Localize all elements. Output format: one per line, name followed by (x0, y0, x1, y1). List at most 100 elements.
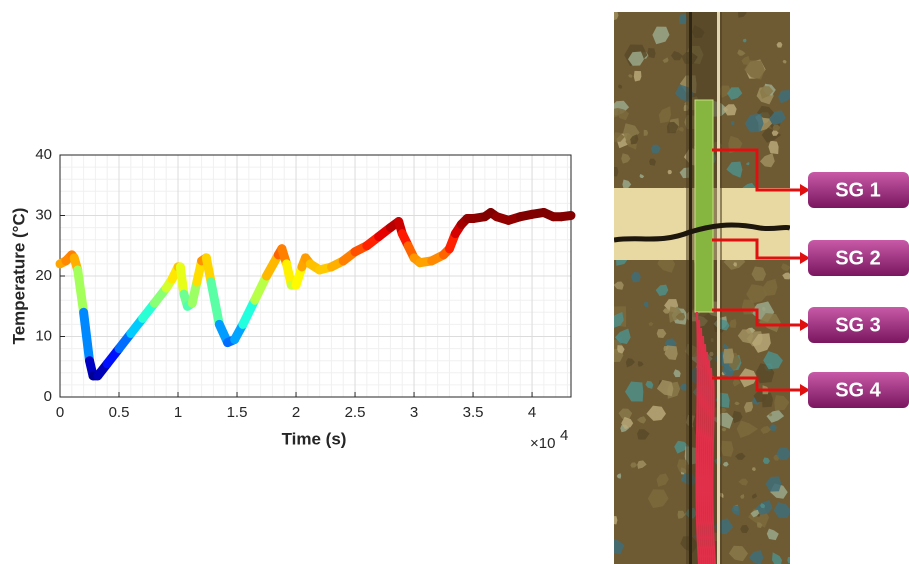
aggregate (722, 461, 729, 467)
aggregate (733, 262, 737, 267)
aggregate (781, 263, 790, 271)
aggregate (643, 301, 649, 308)
aggregate (723, 104, 737, 116)
aggregate (740, 524, 749, 534)
aggregate (749, 550, 764, 564)
aggregate (773, 502, 790, 518)
aggregate (765, 476, 782, 492)
aggregate (771, 130, 779, 136)
arrow-head (800, 384, 810, 396)
aggregate (625, 358, 635, 368)
aggregate (677, 510, 686, 519)
aggregate (751, 266, 767, 281)
aggregate (618, 408, 633, 420)
aggregate (637, 416, 647, 424)
arrow-head (800, 184, 810, 196)
aggregate (732, 410, 743, 424)
aggregate (720, 440, 734, 457)
gauge-strip (694, 99, 714, 313)
x-tick-label: 0 (56, 404, 64, 421)
aggregate (617, 84, 623, 89)
aggregate (729, 319, 737, 328)
aggregate (656, 379, 674, 397)
aggregate (616, 473, 622, 479)
wire (699, 327, 704, 564)
aggregate (737, 49, 746, 56)
aggregate (742, 38, 747, 43)
aggregate (614, 539, 625, 555)
aggregate (621, 153, 631, 164)
aggregate (625, 381, 644, 402)
wire (703, 343, 708, 564)
aggregate (774, 395, 790, 411)
aggregate (728, 545, 748, 562)
aggregate (745, 162, 750, 166)
gauge-label: SG 1 (835, 179, 881, 201)
aggregate (617, 345, 625, 354)
y-tick-label: 40 (35, 146, 52, 163)
aggregate (637, 460, 647, 469)
aggregate (744, 401, 753, 413)
aggregate (663, 346, 669, 352)
aggregate (648, 322, 654, 326)
slot-edge (717, 12, 720, 564)
aggregate (760, 503, 766, 509)
aggregate (614, 12, 619, 21)
arrow-head (800, 319, 810, 331)
aggregate (759, 313, 781, 333)
aggregate (614, 516, 618, 525)
x-axis-label: Time (s) (282, 429, 347, 448)
aggregate (630, 462, 638, 468)
aggregate (762, 457, 770, 464)
line-segment (73, 265, 89, 317)
wire (707, 359, 712, 564)
y-tick-label: 0 (44, 388, 52, 405)
gauge-label: SG 4 (835, 379, 881, 401)
aggregate (761, 127, 782, 143)
aggregate (762, 278, 778, 296)
aggregate (667, 169, 672, 175)
aggregate (721, 427, 727, 432)
label-box (808, 372, 909, 408)
aggregate (772, 552, 782, 564)
aggregate (769, 424, 777, 431)
aggregate (614, 167, 619, 177)
aggregate (744, 60, 765, 80)
x-scale-base: ×10 (530, 435, 555, 452)
aggregate (655, 284, 669, 296)
aggregate (768, 413, 773, 417)
aggregate (645, 380, 654, 389)
aggregate (673, 369, 681, 378)
aggregate (643, 129, 649, 136)
aggregate (722, 348, 734, 364)
gauge-label: SG 3 (835, 314, 881, 336)
aggregate (652, 26, 670, 45)
aggregate (628, 51, 644, 66)
aggregate (649, 158, 656, 166)
y-tick-label: 10 (35, 327, 52, 344)
aggregate (756, 522, 763, 528)
aggregate (751, 467, 756, 471)
aggregate (760, 426, 772, 434)
aggregate (631, 272, 641, 283)
aggregate (675, 312, 686, 321)
aggregate (677, 127, 684, 132)
aggregate (746, 284, 768, 304)
aggregate (734, 401, 740, 405)
x-scale-exponent: 4 (560, 427, 568, 444)
x-tick-label: 2 (292, 404, 300, 421)
wire (701, 335, 706, 564)
aggregate (651, 144, 661, 154)
aggregate (679, 14, 688, 25)
aggregate (622, 179, 632, 190)
y-tick-label: 30 (35, 206, 52, 223)
aggregate (722, 343, 729, 350)
aggregate (666, 121, 679, 134)
x-tick-label: 4 (528, 404, 536, 421)
aggregate (782, 272, 790, 280)
aggregate (738, 478, 749, 486)
axes-box (59, 154, 572, 398)
photo (614, 12, 790, 564)
aggregate (737, 329, 754, 344)
